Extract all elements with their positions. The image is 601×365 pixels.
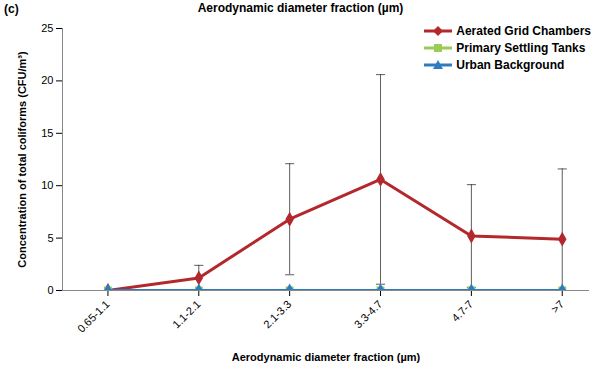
svg-text:0: 0 bbox=[47, 284, 53, 296]
html-text:Aerated Grid Chambers: Aerated Grid Chambers bbox=[456, 23, 591, 38]
svg-text:25: 25 bbox=[41, 22, 53, 34]
svg-text:Aerodynamic diameter fraction: Aerodynamic diameter fraction (µm) bbox=[232, 351, 421, 363]
svg-text:1.1-2.1: 1.1-2.1 bbox=[170, 298, 203, 331]
svg-text:5: 5 bbox=[47, 232, 53, 244]
html-text:(c): (c) bbox=[4, 2, 19, 16]
svg-text:15: 15 bbox=[41, 127, 53, 139]
svg-text:20: 20 bbox=[41, 74, 53, 86]
html-text:Primary Settling Tanks: Primary Settling Tanks bbox=[456, 40, 586, 55]
svg-text:0.65-1.1: 0.65-1.1 bbox=[75, 298, 112, 335]
svg-text:4.7-7: 4.7-7 bbox=[449, 298, 475, 324]
html-text:Urban Background: Urban Background bbox=[456, 57, 565, 72]
svg-text:>7: >7 bbox=[549, 298, 566, 315]
svg-text:2.1-3.3: 2.1-3.3 bbox=[261, 298, 294, 331]
html-text:Aerodynamic diameter fraction: Aerodynamic diameter fraction (µm) bbox=[197, 1, 404, 15]
svg-text:3.3-4.7: 3.3-4.7 bbox=[352, 298, 385, 331]
svg-text:Concentration of total colifor: Concentration of total coliforms (CFU/m³… bbox=[16, 51, 28, 268]
svg-text:10: 10 bbox=[41, 179, 53, 191]
